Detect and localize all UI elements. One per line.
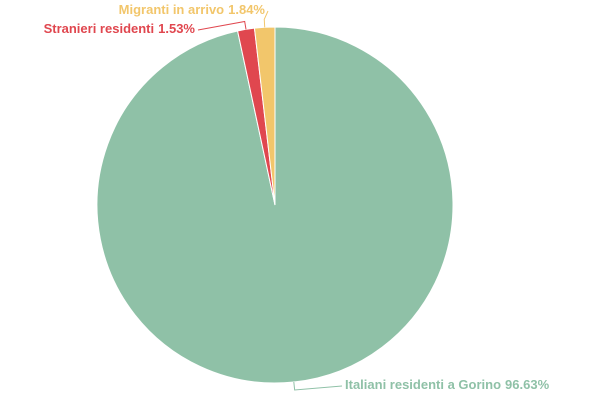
slice-value: 1.84% [228,2,265,17]
leader-line [293,381,343,391]
slice-label: Migranti in arrivo 1.84% [119,2,266,17]
slice-label: Stranieri residenti 1.53% [44,21,196,36]
slice-label: Italiani residenti a Gorino 96.63% [345,377,550,392]
leader-line [263,10,269,28]
slice-value: 96.63% [505,377,550,392]
leader-line [197,20,247,31]
slice-value: 1.53% [158,21,195,36]
slice-name: Italiani residenti a Gorino [345,377,501,392]
slice-name: Migranti in arrivo [119,2,225,17]
slice-name: Stranieri residenti [44,21,155,36]
